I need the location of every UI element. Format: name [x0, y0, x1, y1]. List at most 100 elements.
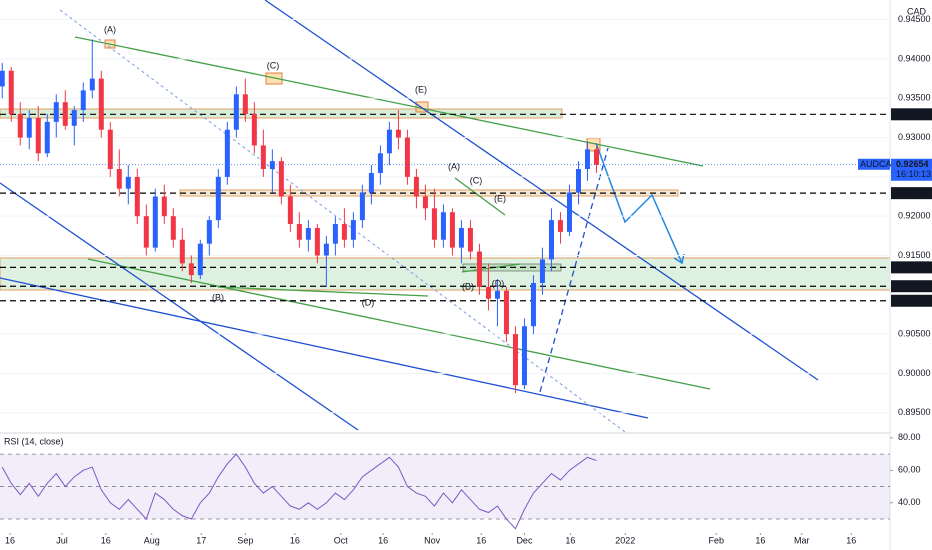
y-tick-label: 0.94000 — [898, 53, 931, 63]
x-tick-label: 16 — [846, 535, 856, 545]
price-level-label: 0.90924 — [896, 295, 929, 305]
candle-body — [116, 169, 122, 189]
candle-body — [323, 243, 329, 256]
x-tick-label: 16 — [755, 535, 765, 545]
candle-body — [44, 121, 50, 154]
zone — [0, 257, 891, 291]
candle-body — [494, 290, 500, 299]
candle-body — [512, 334, 518, 386]
candle-body — [125, 176, 131, 189]
candle-body — [143, 216, 149, 248]
candle-body — [197, 243, 203, 276]
channel-line — [0, 277, 649, 419]
x-tick-label: 16 — [290, 535, 300, 545]
candle-body — [341, 224, 347, 240]
candle-body — [98, 78, 104, 130]
candle-body — [233, 94, 239, 130]
wave-label: (D) — [362, 297, 375, 307]
candle-body — [0, 70, 5, 87]
candle-body — [287, 196, 293, 225]
candle-body — [296, 224, 302, 240]
candle-body — [251, 113, 257, 146]
candle-body — [80, 90, 86, 111]
trend-line — [454, 177, 506, 216]
candle-body — [467, 227, 473, 252]
x-tick-label: Sep — [237, 535, 253, 545]
x-tick-label: 16 — [5, 535, 15, 545]
candle-body — [152, 196, 158, 248]
wave-label: (B) — [212, 292, 224, 302]
x-tick-label: Jul — [56, 535, 68, 545]
x-tick-label: 17 — [196, 535, 206, 545]
channel-line — [264, 0, 819, 381]
candle-body — [422, 196, 428, 209]
y-tick-label: 80.00 — [898, 432, 921, 442]
channel-line — [0, 182, 359, 431]
candle-body — [449, 212, 455, 248]
candle-body — [377, 153, 383, 173]
y-tick-label: 0.94500 — [898, 14, 931, 24]
candle-body — [170, 216, 176, 240]
candle-body — [584, 149, 590, 170]
candle-body — [53, 102, 59, 122]
x-tick-label: Feb — [708, 535, 724, 545]
price-level-box — [891, 280, 932, 293]
trend-line — [217, 286, 429, 297]
x-tick-label: 16 — [378, 535, 388, 545]
y-tick-label: 0.89500 — [898, 407, 931, 417]
x-tick-label: Dec — [516, 535, 533, 545]
candle-body — [260, 145, 266, 170]
x-tick-label: Nov — [424, 535, 441, 545]
candle-body — [332, 224, 338, 244]
y-tick-label: 0.91500 — [898, 250, 931, 260]
candle-body — [548, 220, 554, 260]
currency: CAD — [907, 6, 927, 16]
wave-label: (B) — [462, 281, 474, 291]
candle-body — [575, 169, 581, 193]
price-level-label: 0.91109 — [896, 281, 928, 291]
countdown: 16:10:13 — [896, 169, 931, 179]
price-level-label: 0.91349 — [896, 262, 929, 272]
price-level-label: 0.92293 — [896, 188, 929, 198]
candle-body — [305, 227, 311, 240]
candle-body — [593, 149, 599, 165]
candle-body — [35, 117, 41, 154]
wave-label: (C) — [470, 175, 483, 185]
dashed-line — [539, 147, 609, 393]
candle-body — [179, 239, 185, 264]
price-level-box — [891, 108, 932, 121]
y-tick-label: 0.93000 — [898, 132, 931, 142]
candle-body — [476, 251, 482, 287]
candle-body — [278, 161, 284, 197]
rsi-line — [1, 453, 597, 530]
y-tick-label: 40.00 — [898, 497, 921, 507]
projection — [595, 142, 683, 264]
price-level-box — [891, 187, 932, 200]
candle-body — [485, 286, 491, 299]
wave-label: (A) — [448, 161, 460, 171]
candle-body — [269, 161, 275, 170]
wave-label: (C) — [267, 60, 280, 70]
candle-body — [71, 110, 77, 126]
wave-label: (D) — [492, 278, 505, 288]
y-tick-label: 0.90000 — [898, 368, 931, 378]
wave-label: (A) — [104, 24, 116, 34]
candle-body — [431, 208, 437, 240]
symbol-box — [858, 158, 890, 170]
candle-body — [368, 172, 374, 193]
drawings — [0, 0, 891, 550]
candle-body — [242, 94, 248, 114]
candle-body — [566, 192, 572, 232]
x-tick-label: Aug — [144, 535, 160, 545]
x-tick-label: 2022 — [615, 535, 635, 545]
candle-body — [521, 326, 527, 386]
candle-body — [440, 212, 446, 240]
candle-body — [161, 196, 167, 217]
candle-body — [62, 102, 68, 126]
candle-body — [359, 192, 365, 221]
x-tick-label: 16 — [101, 535, 111, 545]
wave-label: (E) — [494, 193, 506, 203]
y-tick-label: 0.93500 — [898, 93, 931, 103]
price-level-label: 0.93296 — [896, 109, 929, 119]
